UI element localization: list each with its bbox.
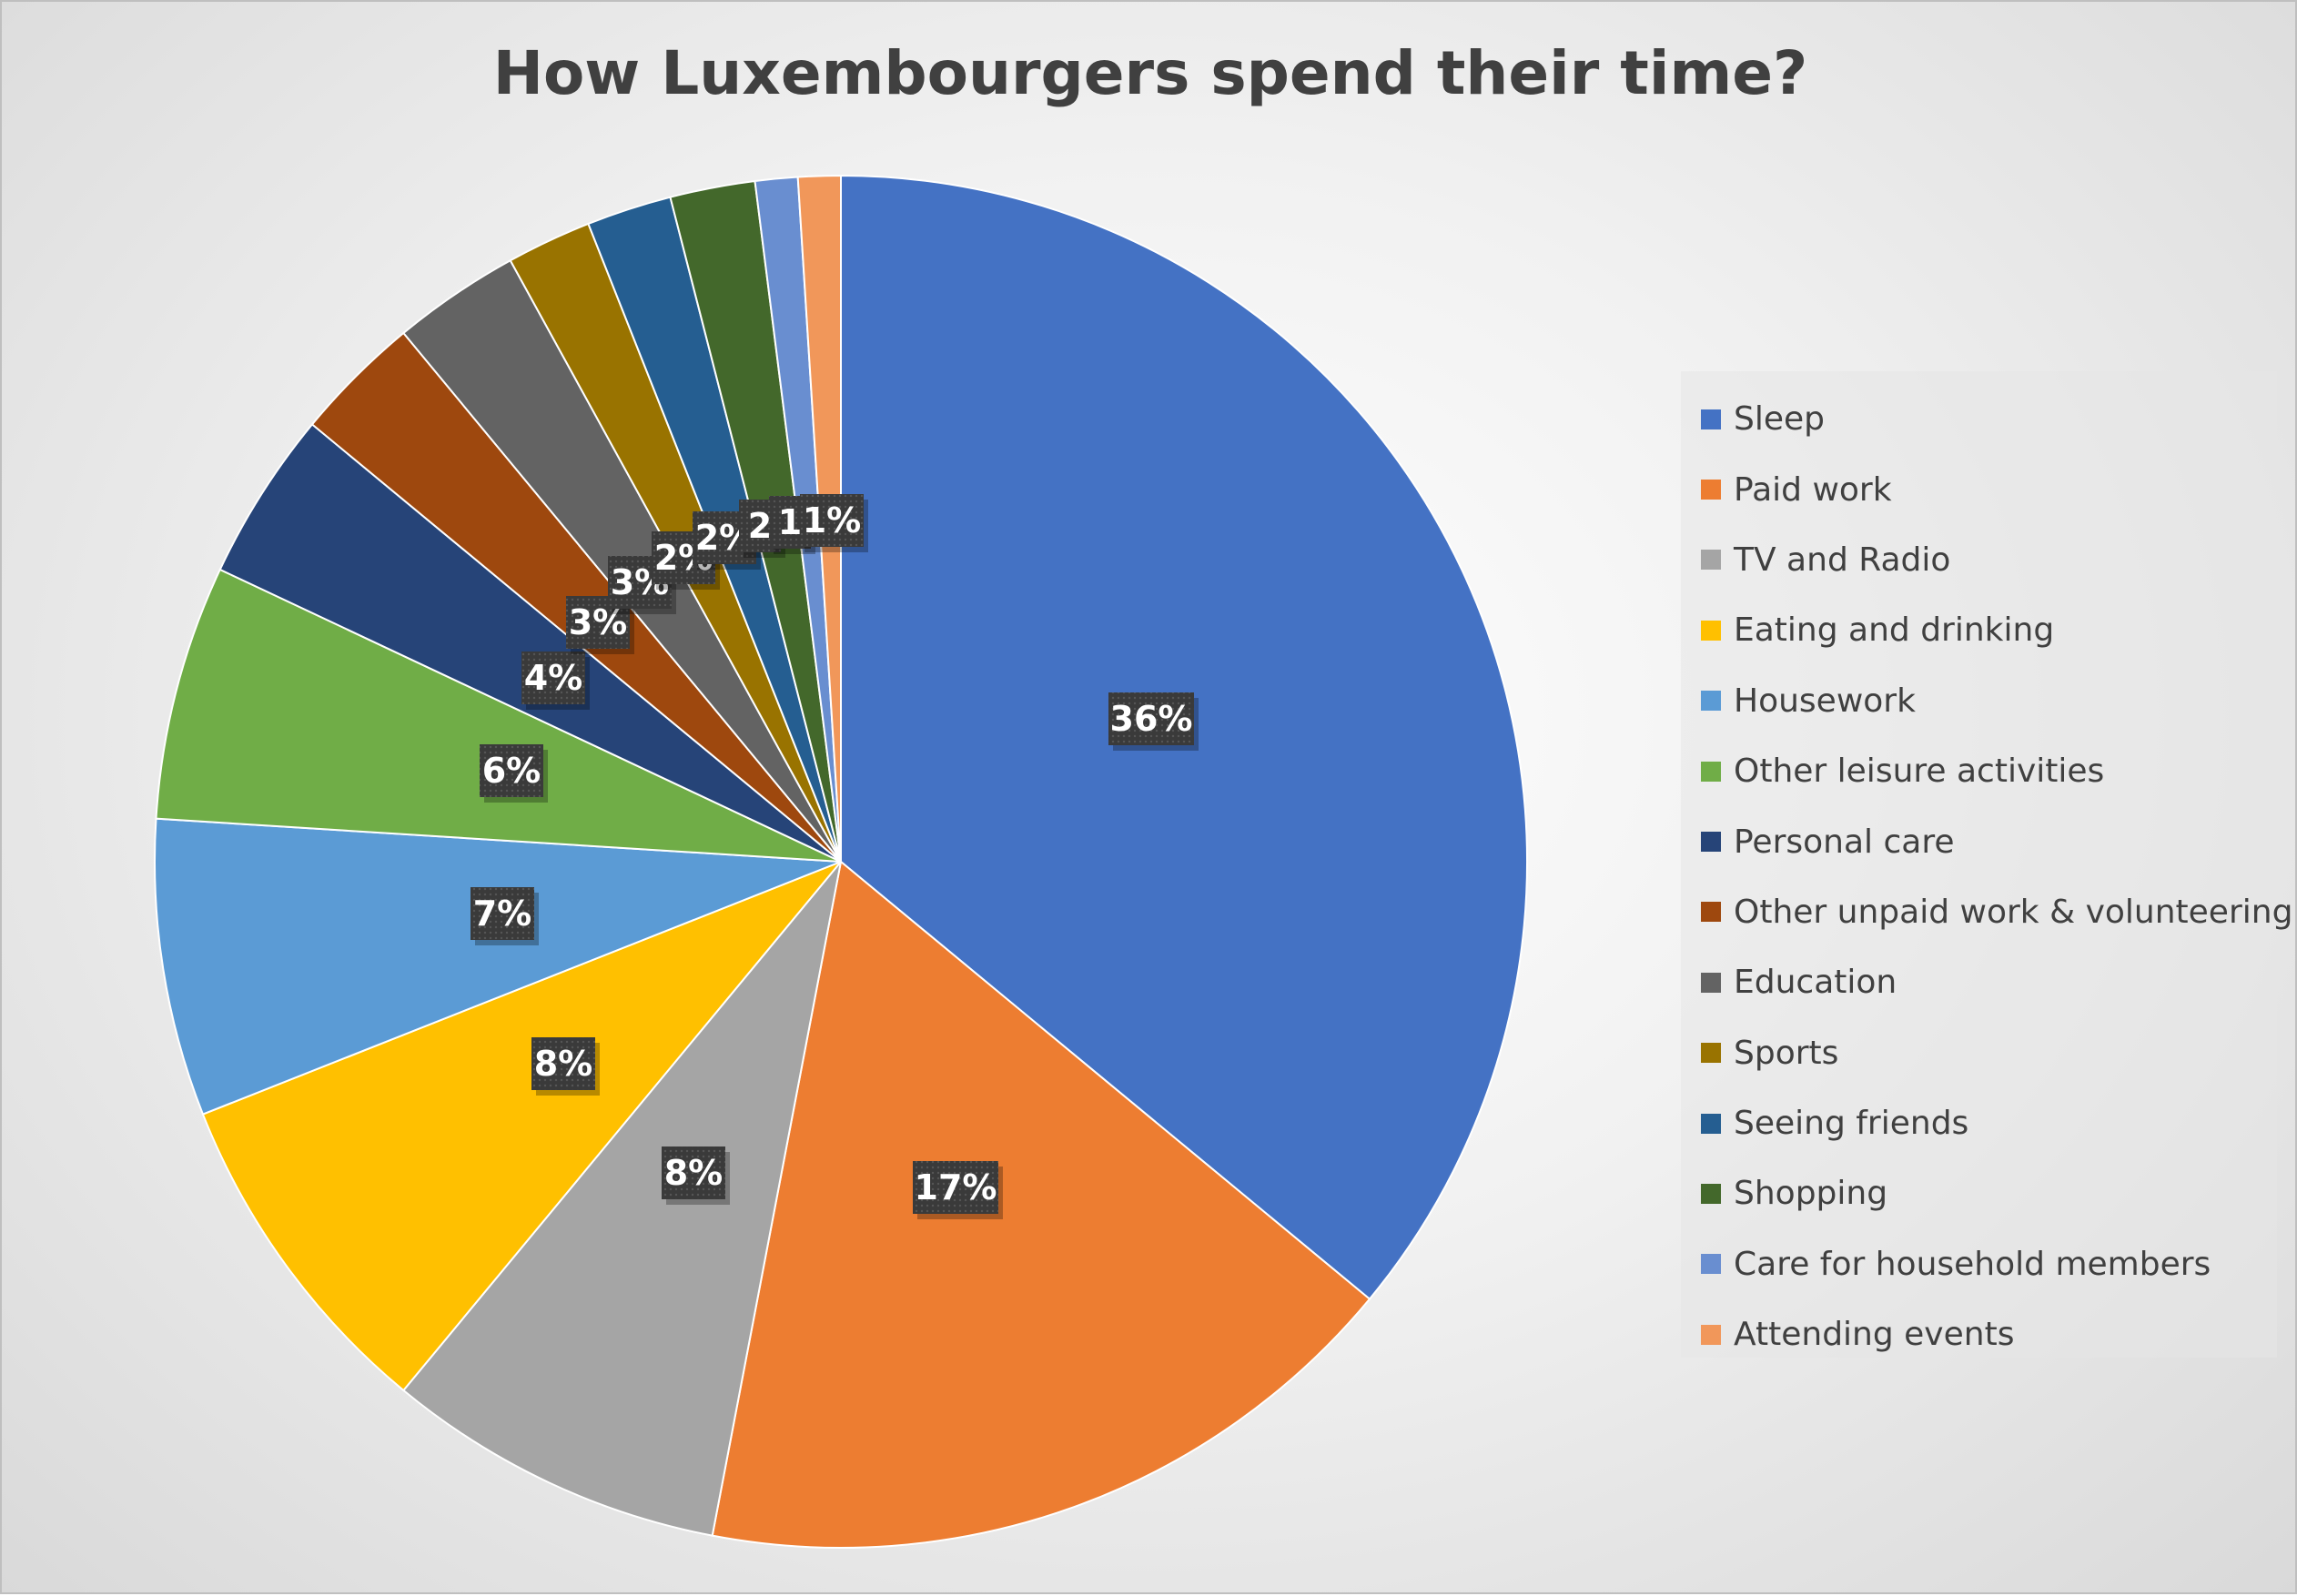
data-label-text: 6% [482, 751, 541, 791]
legend-label: Paid work [1734, 470, 1892, 509]
data-label-other-leisure-activities: 6% [480, 744, 548, 803]
data-label-box [480, 744, 543, 797]
legend-item: Paid work [1701, 454, 2277, 524]
legend-label: Shopping [1734, 1175, 1888, 1213]
legend-swatch [1701, 1183, 1721, 1204]
legend-label: Personal care [1734, 823, 1955, 861]
legend-item: Care for household members [1701, 1229, 2277, 1299]
legend-label: Seeing friends [1734, 1105, 1969, 1143]
data-label-text: 1% [803, 500, 862, 540]
data-label-box [800, 494, 864, 547]
legend-label: TV and Radio [1734, 540, 1951, 579]
legend-label: Housework [1734, 682, 1916, 720]
legend-swatch [1701, 550, 1721, 571]
legend-swatch [1701, 1254, 1721, 1275]
legend-swatch [1701, 1043, 1721, 1064]
pie-slice-housework [154, 817, 842, 1116]
pie-slice-eating-and-drinking [201, 861, 842, 1392]
data-label-text: 7% [473, 894, 532, 934]
legend-item: Seeing friends [1701, 1088, 2277, 1158]
data-label-text: 2 [748, 506, 772, 546]
data-label-attending-events: 1% [800, 494, 868, 552]
data-label-paid-work: 17% [913, 1161, 1003, 1219]
data-label-education: 3% [608, 556, 676, 614]
data-label-box [471, 887, 534, 940]
legend-label: Sleep [1734, 400, 1826, 439]
data-label-box [531, 1037, 595, 1090]
data-label-box [913, 1161, 998, 1214]
data-label-text: 8% [534, 1044, 593, 1084]
legend-item: Other leisure activities [1701, 736, 2277, 806]
legend-swatch [1701, 832, 1721, 853]
legend-swatch [1701, 972, 1721, 993]
data-label-personal-care: 4% [521, 652, 590, 710]
legend-label: Care for household members [1734, 1245, 2211, 1283]
legend-swatch [1701, 1113, 1721, 1134]
pie-slices [154, 174, 1529, 1549]
legend-swatch [1701, 761, 1721, 782]
legend-item: Personal care [1701, 806, 2277, 876]
legend-item: Shopping [1701, 1158, 2277, 1228]
data-label-box [521, 652, 585, 704]
data-label-box [1108, 692, 1194, 745]
legend-swatch [1701, 409, 1721, 429]
data-label-text: 3% [569, 602, 628, 642]
data-label-text: 17% [915, 1167, 997, 1207]
data-label-text: 8% [664, 1153, 724, 1193]
legend-swatch [1701, 691, 1721, 712]
legend-label: Attending events [1734, 1316, 2015, 1354]
data-label-box [662, 1146, 725, 1199]
pie-slice-tv-and-radio [401, 861, 842, 1537]
legend-item: Sleep [1701, 384, 2277, 454]
legend-swatch [1701, 902, 1721, 923]
legend-label: Sports [1734, 1034, 1839, 1072]
legend-item: TV and Radio [1701, 525, 2277, 595]
pie-slice-other-leisure-activities [155, 568, 842, 863]
data-label-tv-and-radio: 8% [662, 1146, 730, 1205]
data-label-text: 4% [524, 658, 583, 698]
data-label-other-unpaid-work-volunteering: 3% [566, 596, 634, 654]
legend: Sleep Paid work TV and Radio Eating and dri… [1681, 371, 2292, 1358]
data-label-text: 36% [1110, 699, 1193, 739]
legend-swatch [1701, 1324, 1721, 1345]
data-label-text: 1 [778, 502, 802, 542]
chart-title: How Luxembourgers spend their time? [492, 38, 1808, 108]
data-label-housework: 7% [471, 887, 539, 945]
legend-item: Housework [1701, 666, 2277, 736]
legend-label: Other leisure activities [1734, 753, 2105, 791]
legend-label: Eating and drinking [1734, 611, 2055, 650]
pie-slice-paid-work [711, 860, 1371, 1549]
legend-label: Education [1734, 964, 1897, 1002]
pie-slice-personal-care [218, 422, 842, 863]
pie-data-labels: 36%17%8%8%7%6%4%3%3%2%2%2 1 1% [471, 494, 1199, 1219]
legend-label: Other unpaid work & volunteering [1734, 893, 2293, 931]
data-label-eating-and-drinking: 8% [531, 1037, 600, 1096]
legend-swatch [1701, 480, 1721, 500]
legend-item: Attending events [1701, 1299, 2277, 1369]
legend-item: Education [1701, 947, 2277, 1017]
legend-item: Other unpaid work & volunteering [1701, 877, 2292, 947]
legend-item: Sports [1701, 1018, 2277, 1088]
legend-item: Eating and drinking [1701, 595, 2277, 665]
legend-swatch [1701, 620, 1721, 641]
data-label-sleep: 36% [1108, 692, 1199, 751]
